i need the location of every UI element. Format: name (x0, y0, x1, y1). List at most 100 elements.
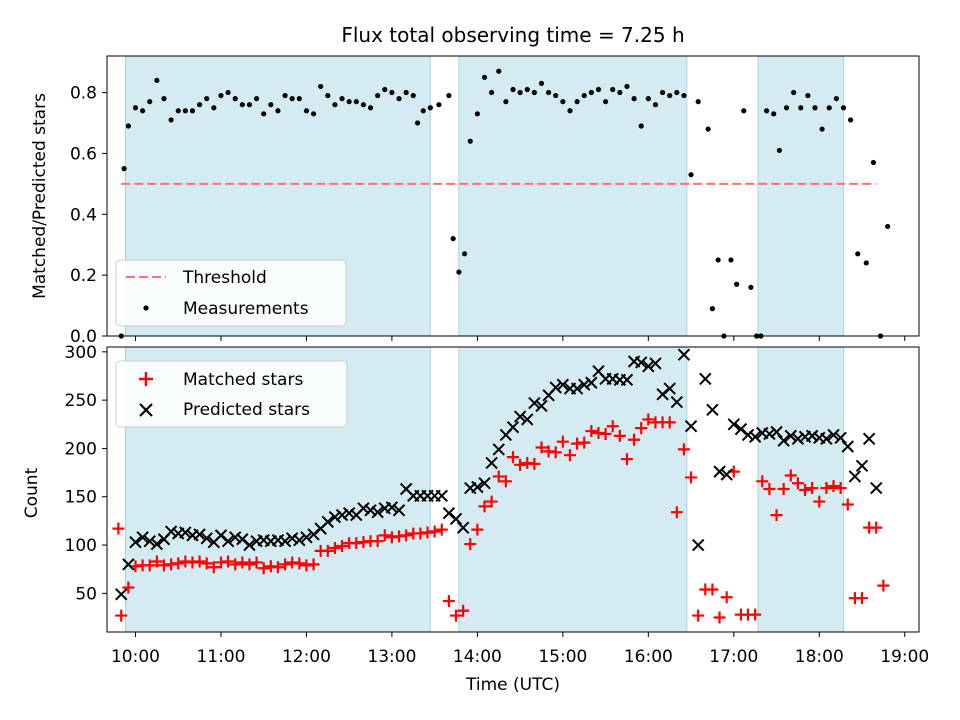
matched-star-point (827, 480, 840, 493)
matched-star-point (471, 523, 484, 536)
top-panel: 0.00.20.40.60.8 Matched/Predicted stars … (30, 55, 920, 347)
measurement-point (531, 89, 537, 96)
bottom-axes-frame (106, 346, 920, 633)
measurement-point (303, 108, 310, 114)
predicted-star-point (136, 531, 149, 544)
measurement-point (218, 92, 224, 99)
predicted-star-point (449, 512, 463, 526)
measurement-point (741, 108, 747, 114)
predicted-star-point (820, 432, 833, 445)
matched-star-point (514, 458, 527, 471)
x-tick-label: 15:00 (538, 647, 587, 667)
predicted-star-point (150, 537, 164, 551)
top-observing-windows (125, 55, 844, 337)
matched-star-point (713, 611, 726, 624)
x-tick-label: 19:00 (880, 647, 929, 667)
matched-star-point (677, 443, 690, 456)
bottom-y-axis-label: Count (22, 467, 42, 518)
matched-star-point (492, 470, 505, 483)
measurement-point (246, 102, 253, 108)
measurement-point (833, 96, 839, 102)
predicted-star-point (122, 558, 135, 571)
matched-star-point (122, 581, 135, 594)
predicted-star-point (392, 504, 406, 517)
predicted-star-point (585, 376, 598, 389)
top-legend-box (115, 259, 347, 327)
predicted-star-point (371, 505, 384, 519)
matched-star-point (784, 469, 797, 482)
measurement-point (289, 96, 295, 102)
measurement-point (389, 89, 395, 96)
matched-star-point (856, 592, 869, 605)
measurement-point (826, 105, 832, 111)
predicted-star-point (293, 534, 306, 547)
matched-star-point (706, 583, 719, 596)
matched-star-point (464, 538, 477, 551)
predicted-star-point (200, 532, 213, 545)
matched-star-point (207, 561, 220, 574)
predicted-star-point (342, 506, 356, 520)
measurement-point (553, 92, 559, 99)
top-y-tick-label: 0.4 (70, 205, 97, 225)
predicted-star-point (385, 501, 399, 514)
predicted-star-point (848, 470, 862, 483)
x-tick-label: 17:00 (709, 647, 758, 667)
predicted-star-point (478, 477, 491, 490)
top-y-tick-label: 0.8 (70, 84, 97, 104)
matched-star-point (271, 561, 284, 574)
measurement-point (253, 96, 260, 102)
measurement-point (695, 99, 701, 105)
predicted-star-point (513, 410, 527, 423)
measurement-point (282, 92, 288, 99)
measurement-point (147, 99, 153, 105)
measurement-point (121, 166, 127, 172)
matched-star-point (307, 558, 320, 571)
matched-star-point (642, 413, 655, 426)
measurement-point (161, 96, 167, 102)
predicted-star-point (642, 360, 655, 373)
measurement-point (885, 223, 891, 230)
measurement-point (812, 105, 818, 111)
predicted-star-point (193, 528, 206, 541)
matched-star-point (450, 609, 463, 622)
measurement-point (870, 159, 877, 166)
predicted-star-point (763, 427, 776, 441)
measurement-point (674, 89, 680, 96)
predicted-star-point (435, 489, 448, 502)
measurement-point (581, 92, 587, 99)
measurement-point (436, 102, 442, 108)
predicted-star-point (506, 420, 520, 434)
measurement-point (617, 89, 623, 96)
x-tick-label: 14:00 (453, 647, 502, 667)
top-y-tick-label: 0.6 (70, 144, 97, 164)
measurement-point (318, 83, 324, 90)
measurement-point (360, 102, 367, 108)
measurement-point (420, 108, 426, 114)
matched-star-point (556, 435, 569, 448)
matched-star-point (870, 521, 883, 534)
predicted-star-point (243, 538, 256, 552)
measurement-point (748, 284, 754, 290)
measurement-point (325, 92, 331, 99)
measurement-point (763, 108, 770, 114)
measurement-point (446, 92, 452, 99)
measurement-point (705, 126, 711, 132)
measurement-point (574, 99, 580, 105)
matched-star-point (222, 555, 235, 568)
predicted-star-point (115, 588, 128, 601)
matched-star-point (877, 579, 890, 592)
matched-star-point (193, 555, 206, 568)
matched-star-point (115, 609, 128, 622)
top-observing-window-3 (757, 55, 844, 337)
predicted-star-point (578, 378, 591, 391)
measurement-point (715, 257, 721, 263)
predicted-star-point (129, 535, 142, 549)
predicted-star-point (691, 538, 705, 552)
measurement-point (182, 108, 188, 114)
bottom-y-tick-label: 300 (65, 343, 97, 363)
measurement-point (481, 74, 488, 80)
predicted-star-point (456, 521, 470, 534)
measurement-point (310, 111, 317, 117)
top-legend: Threshold Measurements (115, 259, 347, 327)
matched-star-point (400, 529, 413, 542)
